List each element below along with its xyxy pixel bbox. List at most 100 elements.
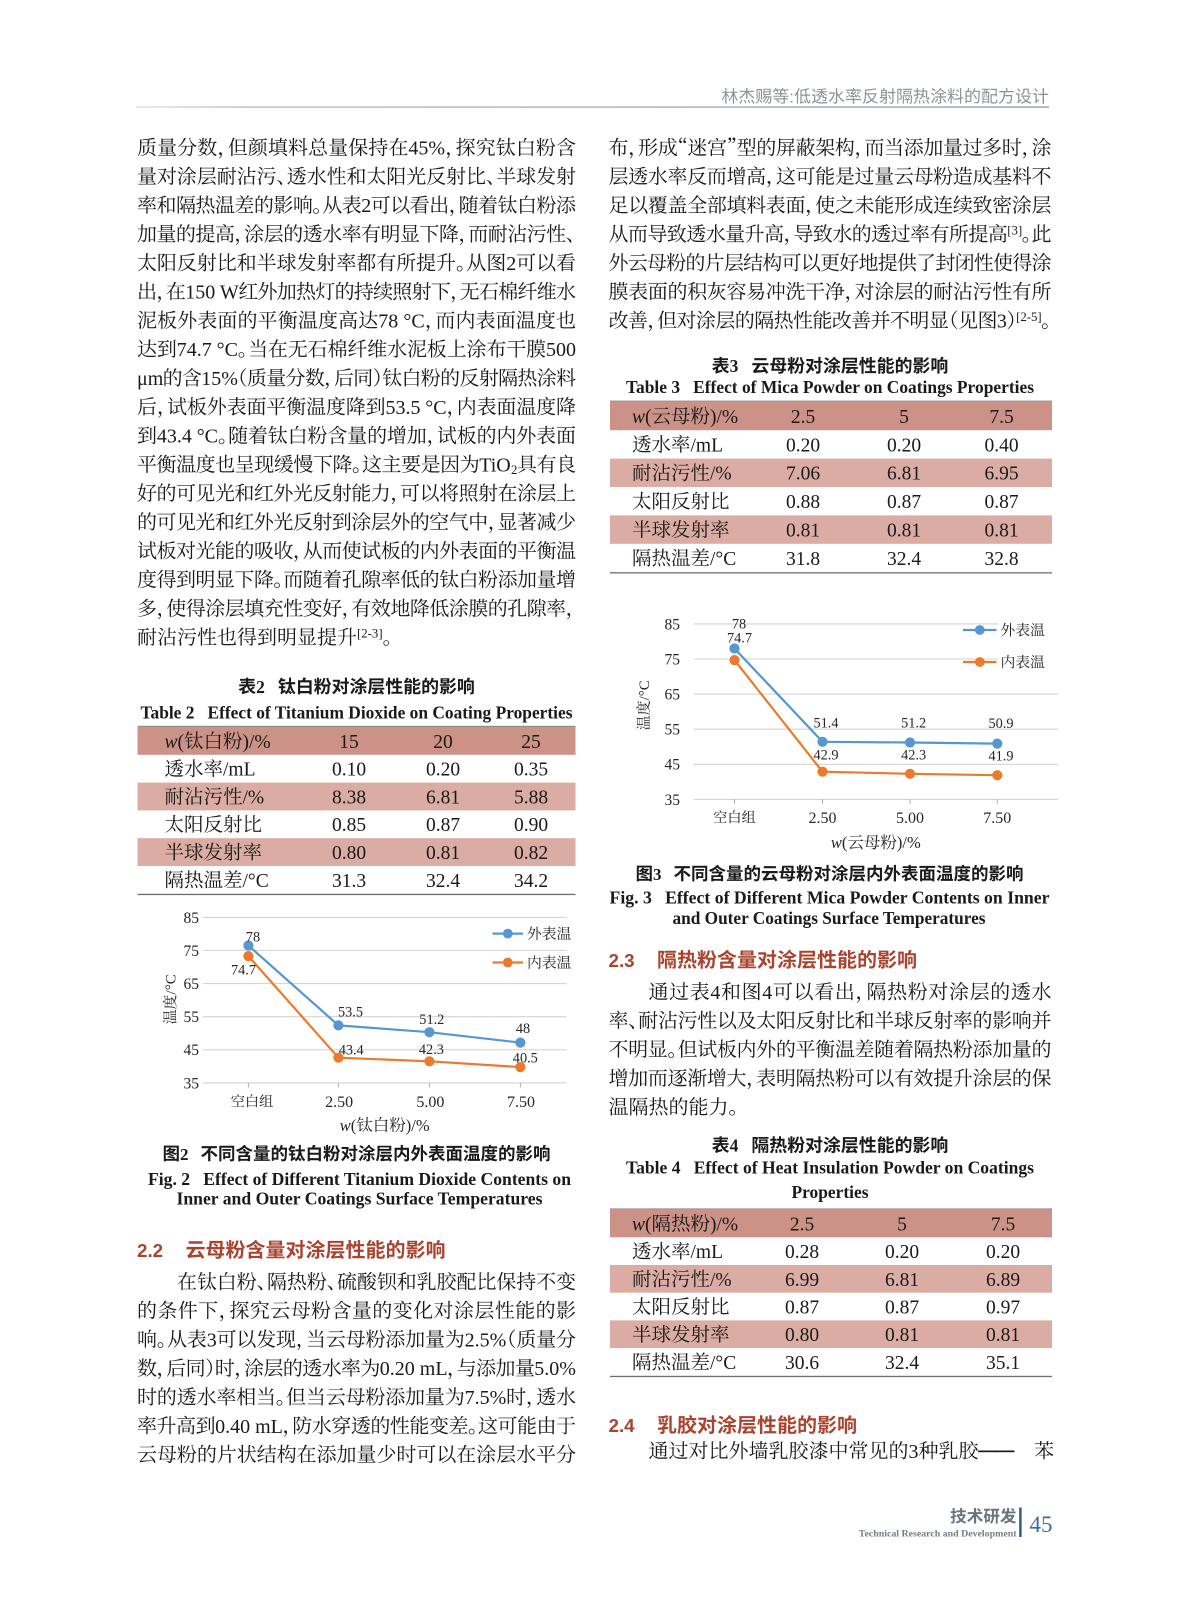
svg-text:4: 4 <box>762 982 772 1004</box>
svg-text:)/%: )/% <box>710 407 738 428</box>
svg-text:6.99: 6.99 <box>785 1270 819 1291</box>
svg-text:5.00: 5.00 <box>416 1094 444 1111</box>
svg-text:0.81: 0.81 <box>986 1325 1020 1346</box>
svg-text:/mL: /mL <box>691 1242 724 1263</box>
svg-text:53.5: 53.5 <box>338 1005 363 1021</box>
svg-text:2.5: 2.5 <box>790 1214 814 1235</box>
svg-text:55: 55 <box>665 722 681 739</box>
svg-text:6.81: 6.81 <box>885 1270 919 1291</box>
svg-text:2.5%: 2.5% <box>465 1329 507 1351</box>
svg-text:4: 4 <box>730 1136 739 1156</box>
svg-text:w: w <box>831 833 842 852</box>
svg-text:7.06: 7.06 <box>786 464 820 485</box>
svg-text:2: 2 <box>361 195 371 217</box>
svg-text:2: 2 <box>256 677 265 697</box>
svg-text:2: 2 <box>511 463 517 477</box>
svg-text:75: 75 <box>665 651 681 668</box>
svg-text:500: 500 <box>546 339 576 361</box>
svg-text:53.5: 53.5 <box>386 397 421 419</box>
svg-text:34.2: 34.2 <box>514 871 548 892</box>
svg-text:5.88: 5.88 <box>514 787 548 808</box>
svg-text:5: 5 <box>897 1214 907 1235</box>
svg-text:0.20: 0.20 <box>887 435 921 456</box>
svg-text:15%: 15% <box>201 368 238 390</box>
svg-text:0.20: 0.20 <box>786 435 820 456</box>
svg-text:0.10: 0.10 <box>332 760 366 781</box>
svg-text:[3]: [3] <box>1007 223 1022 237</box>
svg-text:31.8: 31.8 <box>786 549 820 570</box>
svg-text:Fig. 3 Effect of Different M: Fig. 3 Effect of Different Mica Powder C… <box>610 887 1050 907</box>
svg-text:Table 3 Effect of Mica Powde: Table 3 Effect of Mica Powder on Coating… <box>626 377 1034 397</box>
svg-text:3: 3 <box>653 865 662 884</box>
svg-text:/mL: /mL <box>691 435 724 456</box>
svg-text:3: 3 <box>997 310 1007 332</box>
svg-text:w: w <box>632 407 645 428</box>
svg-text:42.3: 42.3 <box>419 1042 444 1058</box>
svg-text:42.3: 42.3 <box>901 748 926 764</box>
svg-text:75: 75 <box>184 943 200 960</box>
svg-text:7.5%: 7.5% <box>465 1387 507 1409</box>
svg-text:2.4: 2.4 <box>609 1415 636 1436</box>
svg-text:0.85: 0.85 <box>332 815 366 836</box>
svg-text:32.8: 32.8 <box>984 549 1018 570</box>
svg-text:0.87: 0.87 <box>885 1298 919 1319</box>
svg-text:6.81: 6.81 <box>426 787 460 808</box>
svg-text:2: 2 <box>506 253 516 275</box>
svg-text:Inner and Outer Coatings Surfa: Inner and Outer Coatings Surface Tempera… <box>177 1189 543 1209</box>
svg-text:0.81: 0.81 <box>887 521 921 542</box>
svg-text:43.4: 43.4 <box>157 426 192 448</box>
svg-text:0.80: 0.80 <box>785 1325 819 1346</box>
svg-text:0.87: 0.87 <box>785 1298 819 1319</box>
svg-text:78: 78 <box>378 310 398 332</box>
svg-text:32.4: 32.4 <box>885 1353 919 1374</box>
svg-text:6.95: 6.95 <box>984 464 1018 485</box>
svg-text:3: 3 <box>909 1441 919 1463</box>
svg-text:(: ( <box>178 732 185 753</box>
svg-text:45: 45 <box>184 1042 200 1059</box>
svg-text:°C: °C <box>403 310 424 332</box>
svg-text:/%: /% <box>710 1270 732 1291</box>
svg-text:/%: /% <box>243 787 265 808</box>
svg-text:51.2: 51.2 <box>419 1012 444 1028</box>
svg-text:Properties: Properties <box>792 1182 869 1202</box>
svg-text:)/%: )/% <box>406 1116 430 1135</box>
svg-text:0.28: 0.28 <box>785 1242 819 1263</box>
svg-text:3: 3 <box>730 356 739 376</box>
svg-text:)/%: )/% <box>710 1214 738 1235</box>
svg-text:74.7: 74.7 <box>231 963 256 979</box>
svg-text:30.6: 30.6 <box>785 1353 819 1374</box>
svg-text:5: 5 <box>899 407 909 428</box>
svg-text:0.97: 0.97 <box>986 1298 1020 1319</box>
svg-text:3: 3 <box>207 1329 217 1351</box>
svg-text:(: ( <box>645 407 652 428</box>
svg-text:(: ( <box>645 1214 652 1235</box>
svg-text:85: 85 <box>665 616 681 633</box>
svg-text:7.5: 7.5 <box>989 407 1013 428</box>
svg-text:32.4: 32.4 <box>887 549 921 570</box>
svg-text:(: ( <box>351 1116 357 1135</box>
svg-text:0.81: 0.81 <box>885 1325 919 1346</box>
svg-text:0.40 mL: 0.40 mL <box>215 1416 283 1438</box>
svg-text:41.9: 41.9 <box>989 748 1014 764</box>
svg-text:/: / <box>163 990 179 995</box>
svg-text:0.81: 0.81 <box>786 521 820 542</box>
svg-text:35: 35 <box>184 1075 200 1092</box>
svg-text:0.88: 0.88 <box>786 492 820 513</box>
svg-text:[2-3]: [2-3] <box>357 627 383 641</box>
svg-text:μm: μm <box>137 368 164 390</box>
svg-text:Table 4 Effect of Heat Insul: Table 4 Effect of Heat Insulation Powder… <box>626 1157 1034 1177</box>
svg-text:and Outer Coatings Surface Tem: and Outer Coatings Surface Temperatures <box>673 908 986 928</box>
svg-text:0.35: 0.35 <box>514 760 548 781</box>
svg-text:w: w <box>165 732 178 753</box>
svg-text:5.0%: 5.0% <box>534 1358 576 1380</box>
svg-text:[2-5]: [2-5] <box>1016 310 1042 324</box>
svg-text:65: 65 <box>184 976 200 993</box>
svg-text:0.20: 0.20 <box>426 760 460 781</box>
svg-text:w: w <box>340 1116 351 1135</box>
svg-text:0.90: 0.90 <box>514 815 548 836</box>
svg-text:0.20: 0.20 <box>885 1242 919 1263</box>
svg-text:0.81: 0.81 <box>984 521 1018 542</box>
svg-text:Table 2 Effect of Titanium D: Table 2 Effect of Titanium Dioxide on Co… <box>141 703 573 723</box>
svg-text:6.89: 6.89 <box>986 1270 1020 1291</box>
svg-text:Technical Research and Develop: Technical Research and Development <box>859 1529 1017 1540</box>
